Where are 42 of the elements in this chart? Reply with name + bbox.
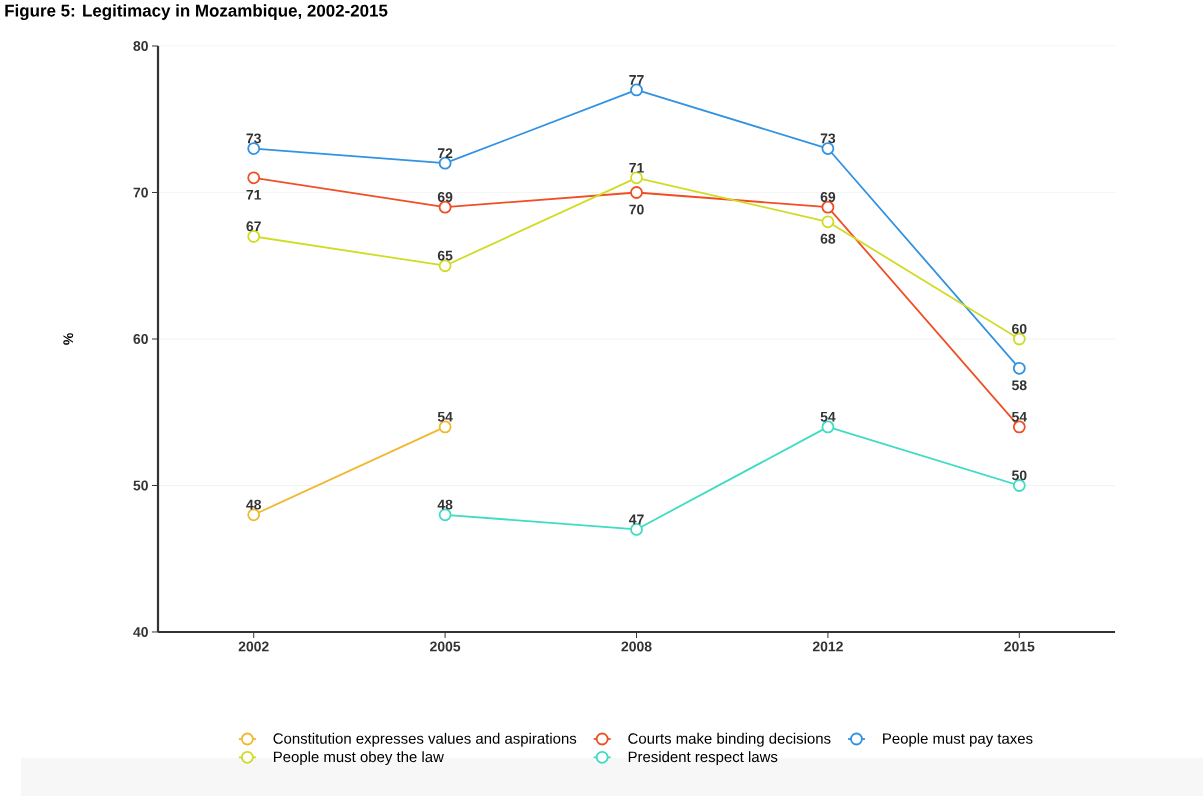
y-axis-title: %: [63, 333, 74, 345]
y-tick-label: 40: [133, 627, 148, 637]
data-label: 54: [437, 411, 453, 422]
data-label: 67: [246, 221, 261, 232]
x-tick-label: 2012: [812, 641, 843, 652]
data-label: 60: [1012, 323, 1027, 334]
legend-label: People must obey the law: [273, 751, 444, 766]
data-label: 58: [1011, 380, 1027, 391]
data-label: 77: [629, 75, 644, 85]
data-label: 50: [1011, 470, 1027, 481]
y-tick-label: 80: [133, 41, 148, 51]
data-label: 69: [437, 192, 453, 202]
data-label: 47: [628, 514, 644, 525]
data-label: 48: [437, 499, 453, 510]
y-tick-label: 60: [133, 334, 148, 344]
data-label: 70: [629, 204, 644, 215]
point: [821, 215, 835, 229]
y-tick-label: 50: [133, 480, 148, 491]
y-tick-label: 70: [133, 187, 148, 198]
data-label: 69: [820, 192, 836, 202]
point: [630, 186, 643, 199]
x-tick-label: 2008: [621, 641, 652, 652]
data-label: 54: [1011, 411, 1027, 422]
point: [247, 171, 261, 185]
data-label: 72: [437, 148, 453, 158]
data-label: 71: [629, 163, 644, 173]
data-label: 73: [820, 133, 836, 144]
legend-label: Constitution expresses values and aspirations: [273, 732, 577, 747]
chart-title: Figure 5: Legitimacy in Mozambique, 2002-2015: [5, 4, 388, 21]
x-tick-label: 2015: [1004, 641, 1035, 652]
point: [1012, 361, 1026, 375]
data-label: 68: [820, 233, 836, 244]
data-label: 48: [246, 499, 262, 510]
legend-label: People must pay taxes: [883, 732, 1033, 747]
x-tick-label: 2005: [430, 641, 461, 652]
data-label: 65: [437, 250, 453, 261]
data-label: 73: [246, 133, 261, 144]
data-label: 71: [246, 190, 262, 200]
legend-label: President respect laws: [628, 751, 778, 766]
legend-label: Courts make binding decisions: [628, 732, 831, 747]
x-tick-label: 2002: [238, 641, 269, 652]
data-label: 54: [820, 411, 836, 422]
